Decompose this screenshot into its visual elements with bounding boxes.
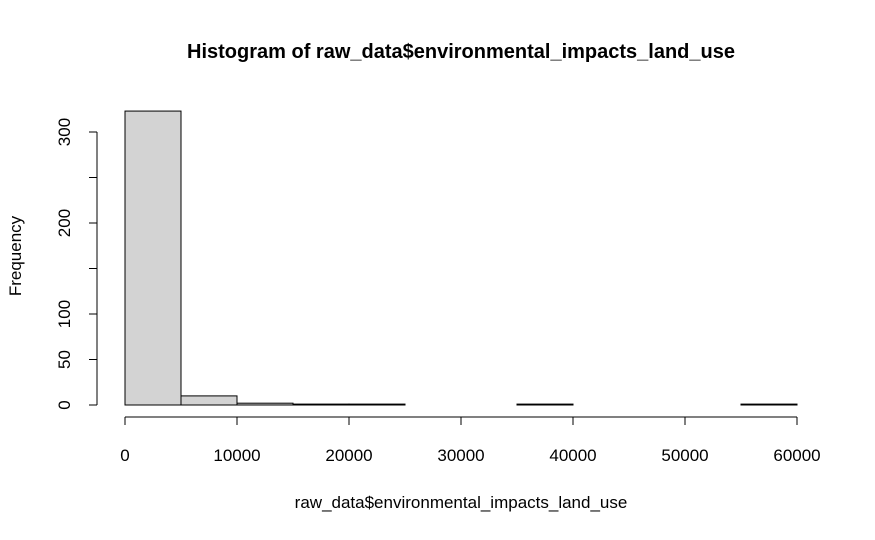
x-tick-label-1: 10000	[213, 446, 260, 465]
bars-group	[124, 110, 798, 406]
histogram-bar-3	[292, 403, 350, 406]
x-tick-label-0: 0	[120, 446, 129, 465]
x-tick-label-5: 50000	[661, 446, 708, 465]
histogram-bar-7	[516, 403, 574, 406]
y-tick-label-0: 0	[55, 400, 74, 409]
x-axis-label: raw_data$environmental_impacts_land_use	[295, 493, 628, 512]
y-tick-label-6: 300	[55, 118, 74, 146]
y-tick-label-4: 200	[55, 209, 74, 237]
histogram-bar-0	[124, 110, 182, 406]
x-tick-label-6: 60000	[773, 446, 820, 465]
x-axis: 0 10000 20000 30000 40000 50000 60000	[120, 416, 821, 465]
histogram-bar-1	[180, 395, 238, 406]
histogram-bar-4	[348, 403, 406, 406]
y-tick-label-2: 100	[55, 300, 74, 328]
histogram-bar-11	[740, 403, 798, 406]
y-tick-label-1: 50	[55, 350, 74, 369]
x-tick-label-4: 40000	[549, 446, 596, 465]
y-axis-label: Frequency	[6, 215, 25, 296]
chart-title: Histogram of raw_data$environmental_impa…	[187, 41, 735, 63]
histogram-bar-2	[236, 402, 294, 406]
x-tick-label-2: 20000	[325, 446, 372, 465]
y-axis: 0 50 100 200 300	[55, 118, 98, 410]
x-tick-label-3: 30000	[437, 446, 484, 465]
